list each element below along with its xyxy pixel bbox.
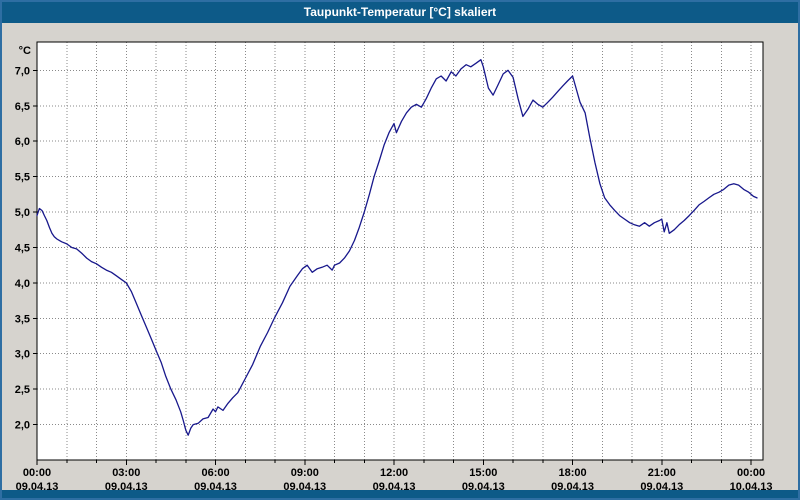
y-tick-label: 4,5 bbox=[15, 242, 30, 254]
y-tick-label: 3,0 bbox=[15, 349, 30, 361]
x-tick-time-label: 03:00 bbox=[112, 467, 140, 479]
y-tick-label: 3,5 bbox=[15, 313, 30, 325]
y-tick-label: 6,0 bbox=[15, 136, 30, 148]
x-tick-time-label: 21:00 bbox=[648, 467, 676, 479]
x-tick-time-label: 09:00 bbox=[291, 467, 319, 479]
bottom-strip bbox=[2, 490, 798, 498]
x-tick-time-label: 12:00 bbox=[380, 467, 408, 479]
x-tick-time-label: 06:00 bbox=[201, 467, 229, 479]
plot-frame bbox=[36, 41, 764, 461]
y-tick-label: 2,5 bbox=[15, 384, 30, 396]
y-axis-unit-label: °C bbox=[19, 45, 31, 57]
y-tick-label: 6,5 bbox=[15, 101, 30, 113]
chart-title: Taupunkt-Temperatur [°C] skaliert bbox=[303, 5, 497, 19]
plot-area bbox=[37, 42, 763, 460]
x-tick-time-label: 00:00 bbox=[23, 467, 51, 479]
x-tick-time-label: 15:00 bbox=[469, 467, 497, 479]
title-bar: Taupunkt-Temperatur [°C] skaliert bbox=[2, 2, 798, 23]
y-tick-label: 4,0 bbox=[15, 278, 30, 290]
x-tick-time-label: 18:00 bbox=[559, 467, 587, 479]
x-tick-time-label: 00:00 bbox=[737, 467, 765, 479]
y-tick-label: 5,0 bbox=[15, 207, 30, 219]
y-tick-label: 7,0 bbox=[15, 65, 30, 77]
y-tick-label: 5,5 bbox=[15, 172, 30, 184]
data-line bbox=[36, 59, 758, 436]
y-tick-label: 2,0 bbox=[15, 420, 30, 432]
